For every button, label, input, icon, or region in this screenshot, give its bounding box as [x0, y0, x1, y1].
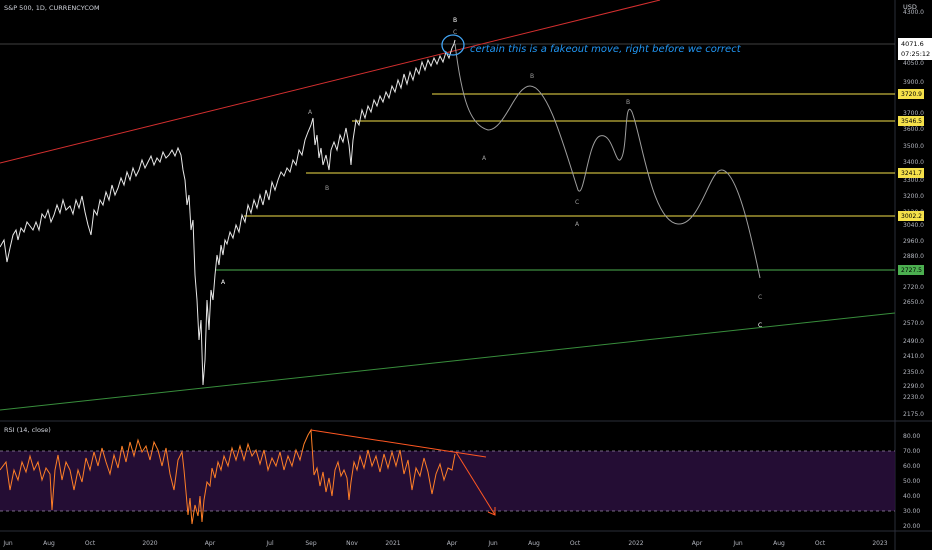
- price-tick-label: 2490.0: [903, 338, 924, 345]
- time-tick-label: Aug: [528, 540, 540, 547]
- price-tick-label: 2880.0: [903, 253, 924, 260]
- time-tick-label: Oct: [815, 540, 826, 547]
- level-badge: [898, 265, 924, 275]
- price-tick-label: 2650.0: [903, 299, 924, 306]
- time-tick-label: 2020: [142, 540, 157, 547]
- price-tick-label: 3200.0: [903, 193, 924, 200]
- rsi-arrowhead-icon: [487, 507, 496, 516]
- rsi-tick-label: 70.00: [903, 448, 920, 455]
- price-tick-label: 3600.0: [903, 126, 924, 133]
- time-axis[interactable]: Jun Aug Oct 2020 Apr Jul Sep Nov 2021 Apr Jun Aug Oc…: [2, 540, 887, 547]
- upper-trendline: [0, 0, 661, 164]
- rsi-line: [0, 428, 456, 525]
- time-tick-label: 2021: [385, 540, 400, 547]
- time-tick-label: Jun: [2, 540, 13, 547]
- projection-path: [454, 43, 761, 279]
- time-tick-label: 2023: [872, 540, 887, 547]
- time-tick-label: Nov: [346, 540, 358, 547]
- wave-label-a-sep: A: [308, 109, 313, 116]
- price-tick-label: 3500.0: [903, 143, 924, 150]
- time-tick-label: Sep: [305, 540, 317, 547]
- time-tick-label: Oct: [85, 540, 96, 547]
- rsi-tick-label: 60.00: [903, 463, 920, 470]
- time-tick-label: Apr: [447, 540, 458, 547]
- wave-label-a-proj2: A: [575, 221, 580, 228]
- wave-label-c-proj2: C: [758, 294, 762, 301]
- level-badge: [898, 211, 924, 221]
- rsi-tick-label: 80.00: [903, 433, 920, 440]
- time-tick-label: Aug: [43, 540, 55, 547]
- rsi-axis[interactable]: 80.00 70.00 60.00 50.00 40.00 30.00 20.00: [903, 433, 920, 530]
- symbol-title: S&P 500, 1D, CURRENCYCOM: [4, 4, 100, 12]
- wave-label-b-proj2: B: [626, 99, 630, 106]
- price-tick-label: 3400.0: [903, 159, 924, 166]
- level-badge: [898, 116, 924, 126]
- wave-label-b-top: B: [453, 17, 457, 24]
- wave-label-a-low: A: [221, 279, 226, 286]
- rsi-band: [0, 451, 895, 511]
- wave-label-c-top: C: [453, 29, 457, 36]
- price-tick-label: 2350.0: [903, 369, 924, 376]
- level-value: 3546.5: [901, 118, 922, 125]
- level-value: 2727.5: [901, 267, 922, 274]
- level-value: 3002.2: [901, 213, 922, 220]
- price-tick-label: 3300.0: [903, 177, 924, 184]
- wave-label-b-proj1: B: [530, 73, 534, 80]
- level-badge: [898, 168, 924, 178]
- time-tick-label: Aug: [773, 540, 785, 547]
- time-tick-label: Jul: [265, 540, 274, 547]
- wave-label-b-sep: B: [325, 185, 329, 192]
- main-panel: [0, 0, 895, 420]
- annotation-text: certain this is a fakeout move, right be…: [470, 44, 742, 55]
- time-tick-label: 2022: [628, 540, 643, 547]
- price-tick-label: 2410.0: [903, 353, 924, 360]
- rsi-tick-label: 30.00: [903, 508, 920, 515]
- price-tick-label: 2960.0: [903, 238, 924, 245]
- rsi-title: RSI (14, close): [4, 426, 51, 434]
- time-tick-label: Oct: [570, 540, 581, 547]
- level-value: 3720.9: [901, 91, 922, 98]
- wave-label-c-final: C: [758, 322, 762, 329]
- level-labels: 3720.9 3546.5 3241.7 3002.2 2727.5: [898, 89, 924, 275]
- last-price-value: 4071.6: [901, 40, 924, 48]
- time-tick-label: Apr: [205, 540, 216, 547]
- wave-label-a-proj: A: [482, 155, 487, 162]
- rsi-tick-label: 40.00: [903, 493, 920, 500]
- price-line: [0, 39, 456, 386]
- price-tick-label: 2175.0: [903, 411, 924, 418]
- price-tick-label: 4050.0: [903, 60, 924, 67]
- rsi-arrow-shaft: [455, 451, 496, 516]
- wave-label-c-proj1: C: [575, 199, 579, 206]
- price-tick-label: 3700.0: [903, 110, 924, 117]
- level-value: 3241.7: [901, 170, 922, 177]
- time-tick-label: Jun: [732, 540, 743, 547]
- rsi-tick-label: 50.00: [903, 478, 920, 485]
- price-tick-label: 3040.0: [903, 222, 924, 229]
- price-tick-label: 3900.0: [903, 79, 924, 86]
- rsi-tick-label: 20.00: [903, 523, 920, 530]
- currency-label: USD: [903, 3, 917, 11]
- level-badge: [898, 89, 924, 99]
- price-tick-label: 4300.0: [903, 9, 924, 16]
- price-tick-label: 2570.0: [903, 320, 924, 327]
- time-tick-label: Apr: [692, 540, 703, 547]
- price-tick-label: 2720.0: [903, 284, 924, 291]
- time-tick-label: Jun: [487, 540, 498, 547]
- countdown-value: 07:25:12: [901, 50, 930, 58]
- price-tick-label: 2290.0: [903, 383, 924, 390]
- highlight-ellipse: [441, 34, 465, 56]
- price-tick-label: 2230.0: [903, 394, 924, 401]
- lower-trendline: [0, 312, 896, 411]
- last-price-badge: [898, 38, 932, 60]
